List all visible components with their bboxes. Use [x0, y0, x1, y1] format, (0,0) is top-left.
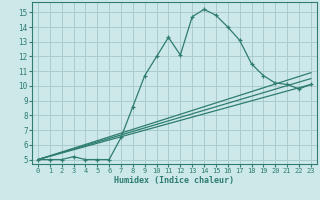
- X-axis label: Humidex (Indice chaleur): Humidex (Indice chaleur): [115, 176, 234, 185]
